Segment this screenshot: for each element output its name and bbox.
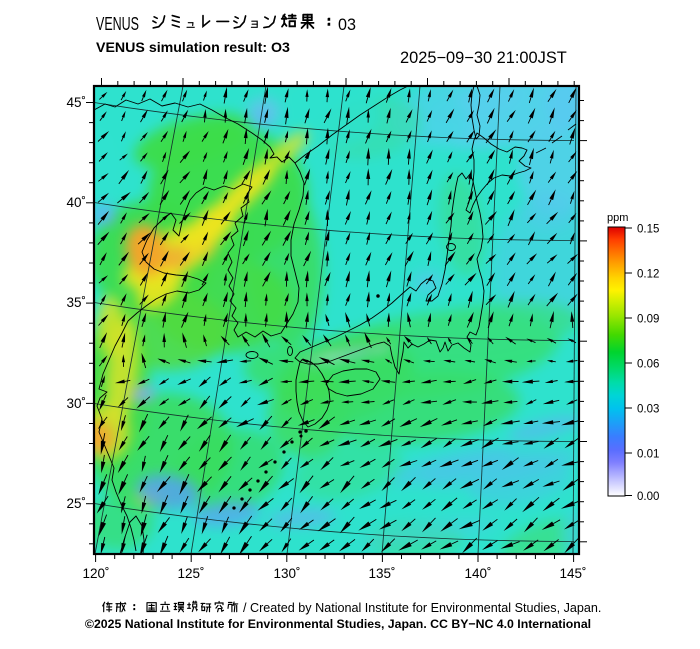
svg-text:VENUS simulation result: O3: VENUS simulation result: O3 bbox=[96, 40, 290, 56]
svg-text:0.01: 0.01 bbox=[637, 449, 659, 461]
svg-text:140˚: 140˚ bbox=[464, 566, 491, 581]
svg-text:03: 03 bbox=[338, 15, 356, 34]
svg-text:30˚: 30˚ bbox=[66, 396, 86, 411]
svg-text:0.06: 0.06 bbox=[637, 359, 659, 371]
svg-text:0.00: 0.00 bbox=[637, 491, 659, 503]
svg-text:VENUS: VENUS bbox=[96, 14, 139, 34]
svg-text:25˚: 25˚ bbox=[66, 496, 86, 511]
svg-text:©2025 National Institute for E: ©2025 National Institute for Environment… bbox=[85, 617, 591, 631]
svg-text:2025−09−30 21:00JST: 2025−09−30 21:00JST bbox=[400, 49, 567, 67]
svg-text:0.09: 0.09 bbox=[637, 314, 659, 326]
svg-text:130˚: 130˚ bbox=[273, 566, 300, 581]
svg-text:125˚: 125˚ bbox=[177, 566, 204, 581]
svg-text:120˚: 120˚ bbox=[82, 566, 109, 581]
svg-text:40˚: 40˚ bbox=[66, 195, 86, 210]
svg-text:/ Created by National Institut: / Created by National Institute for Envi… bbox=[243, 601, 601, 615]
svg-text:145˚: 145˚ bbox=[559, 566, 586, 581]
svg-text:0.03: 0.03 bbox=[637, 404, 659, 416]
svg-text:ppm: ppm bbox=[607, 212, 628, 224]
svg-text:135˚: 135˚ bbox=[368, 566, 395, 581]
svg-text:35˚: 35˚ bbox=[66, 295, 86, 310]
svg-text:0.12: 0.12 bbox=[637, 269, 659, 281]
svg-text:0.15: 0.15 bbox=[637, 224, 659, 236]
svg-text:45˚: 45˚ bbox=[66, 95, 86, 110]
